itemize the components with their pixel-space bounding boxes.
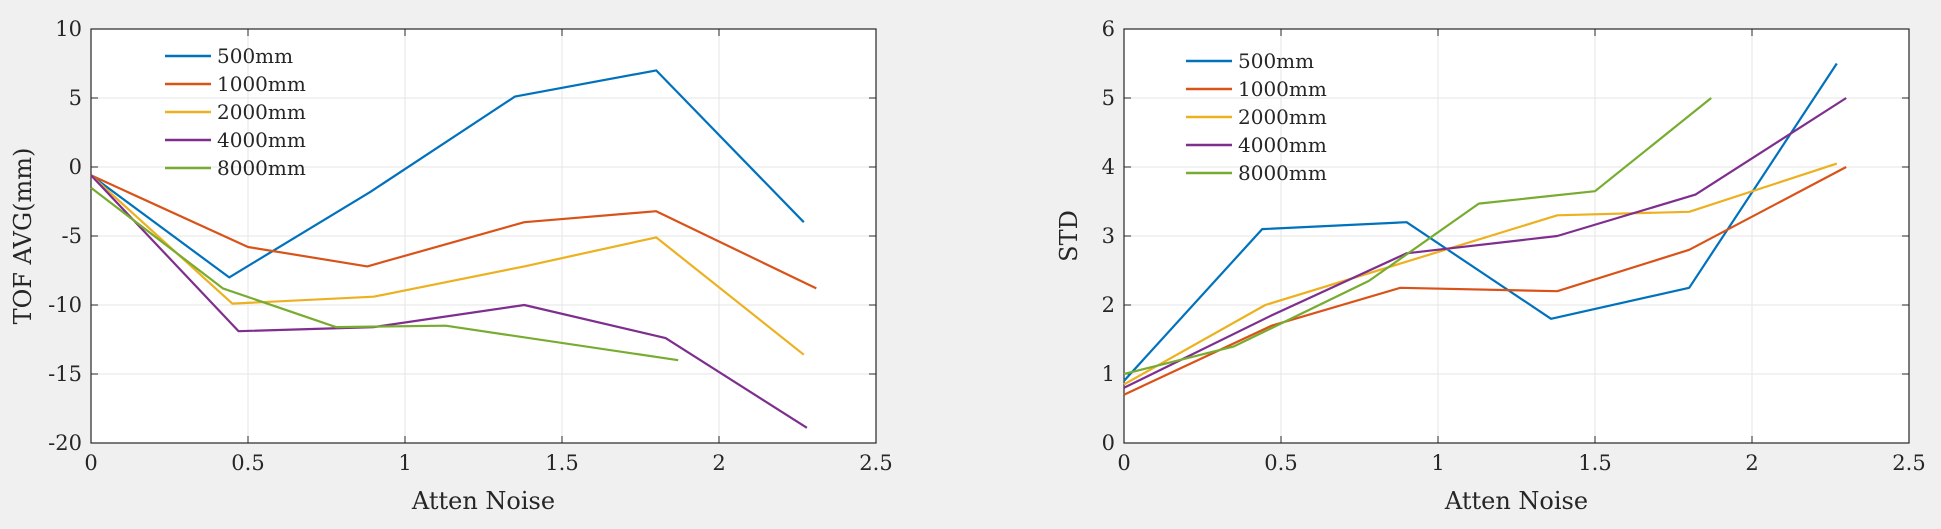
series-line-500mm (1123, 62, 1838, 382)
y-tick-label: 10 (55, 17, 82, 41)
series-line-8000mm (1123, 97, 1712, 376)
x-tick-label: 2 (712, 451, 725, 475)
x-tick-label: 2.5 (1892, 451, 1925, 475)
y-tick-label: -15 (48, 362, 82, 386)
legend-label: 4000mm (217, 128, 306, 152)
legend-label: 4000mm (1238, 133, 1327, 157)
series-line-4000mm (90, 174, 808, 429)
tof-avg-chart: 0 0.5 1 1.5 2 2.5 -20 -15 -10 -5 0 5 10 Atten Noise TO… (9, 17, 893, 515)
y-tick-label: 1 (1102, 362, 1115, 386)
series-line-2000mm (90, 174, 805, 356)
legend-label: 1000mm (1238, 77, 1327, 101)
y-tick-label: -20 (48, 431, 82, 455)
x-axis-label: Atten Noise (1444, 487, 1588, 515)
y-tick-label: 6 (1102, 17, 1115, 41)
std-chart: 0 0.5 1 1.5 2 2.5 0 1 2 3 4 5 6 Atten Noise STD 500mm 10… (1055, 17, 1926, 515)
x-tick-label: 0 (1117, 451, 1130, 475)
y-tick-label: 4 (1102, 155, 1115, 179)
y-tick-label: -5 (62, 224, 82, 248)
y-tick-label: 2 (1102, 293, 1115, 317)
y-axis-label: TOF AVG(mm) (9, 148, 37, 325)
x-tick-label: 0 (84, 451, 97, 475)
x-axis-label: Atten Noise (411, 487, 555, 515)
legend-label: 8000mm (1238, 161, 1327, 185)
x-tick-label: 2 (1745, 451, 1758, 475)
x-tick-label: 1 (1431, 451, 1444, 475)
legend-label: 8000mm (217, 156, 306, 180)
x-tick-label: 0.5 (231, 451, 264, 475)
x-tick-label: 0.5 (1264, 451, 1297, 475)
legend-label: 500mm (217, 44, 293, 68)
legend-label: 2000mm (1238, 105, 1327, 129)
legend-label: 1000mm (217, 72, 306, 96)
y-tick-label: 5 (69, 86, 82, 110)
series-line-8000mm (90, 186, 679, 362)
series-line-1000mm (1123, 166, 1847, 396)
x-tick-label: 1 (398, 451, 411, 475)
series-line-2000mm (1123, 162, 1838, 386)
series-line-4000mm (1123, 97, 1847, 389)
x-tick-label: 2.5 (859, 451, 892, 475)
y-tick-label: -10 (48, 293, 82, 317)
x-tick-label: 1.5 (545, 451, 578, 475)
series-line-500mm (90, 69, 805, 279)
legend-label: 2000mm (217, 100, 306, 124)
y-tick-label: 0 (1102, 431, 1115, 455)
y-tick-label: 5 (1102, 86, 1115, 110)
y-axis-label: STD (1055, 210, 1083, 262)
y-tick-label: 0 (69, 155, 82, 179)
y-tick-label: 3 (1102, 224, 1115, 248)
x-tick-label: 1.5 (1578, 451, 1611, 475)
legend-label: 500mm (1238, 49, 1314, 73)
series-line-1000mm (90, 174, 817, 290)
